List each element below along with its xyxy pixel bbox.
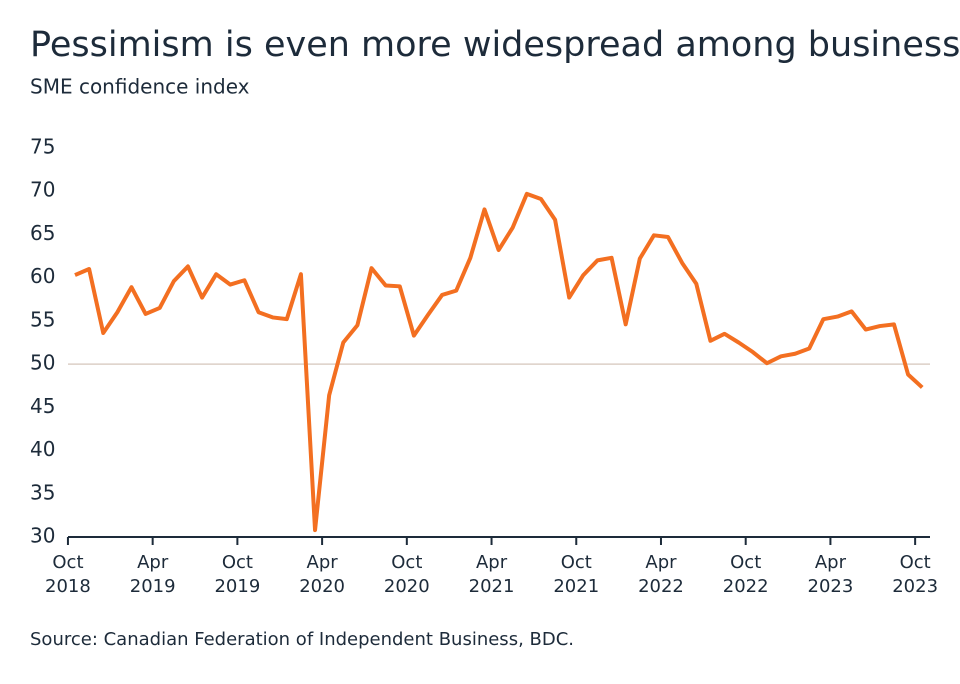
x-tick-label: Oct 2021 [553, 552, 600, 597]
x-tick-label: Oct 2019 [214, 552, 261, 597]
x-tick-label: Apr 2019 [129, 552, 176, 597]
source-note: Source: Canadian Federation of Independe… [30, 629, 574, 650]
y-tick-label: 70 [30, 178, 55, 202]
x-tick-label: Oct 2023 [892, 552, 939, 597]
y-tick-label: 65 [30, 221, 55, 245]
x-tick-label: Apr 2020 [299, 552, 345, 597]
y-tick-label: 45 [30, 394, 55, 418]
x-tick-label: Oct 2022 [722, 552, 769, 597]
x-tick-label: Oct 2020 [383, 552, 430, 597]
y-tick-label: 55 [30, 307, 55, 331]
chart-title: Pessimism is even more widespread among … [30, 25, 960, 65]
y-tick-label: 35 [30, 480, 55, 504]
x-tick-label: Apr 2021 [468, 552, 515, 597]
x-tick-label: Apr 2022 [638, 552, 684, 597]
x-tick-label: Apr 2023 [807, 552, 854, 597]
x-tick-label: Oct 2018 [45, 552, 91, 597]
y-tick-label: 50 [30, 351, 55, 375]
y-tick-label: 30 [30, 524, 55, 548]
y-tick-label: 40 [30, 437, 55, 461]
data-line [74, 191, 924, 533]
y-tick-label: 60 [30, 264, 55, 288]
y-tick-label: 75 [30, 135, 55, 159]
chart-subtitle: SME confidence index [30, 75, 250, 99]
